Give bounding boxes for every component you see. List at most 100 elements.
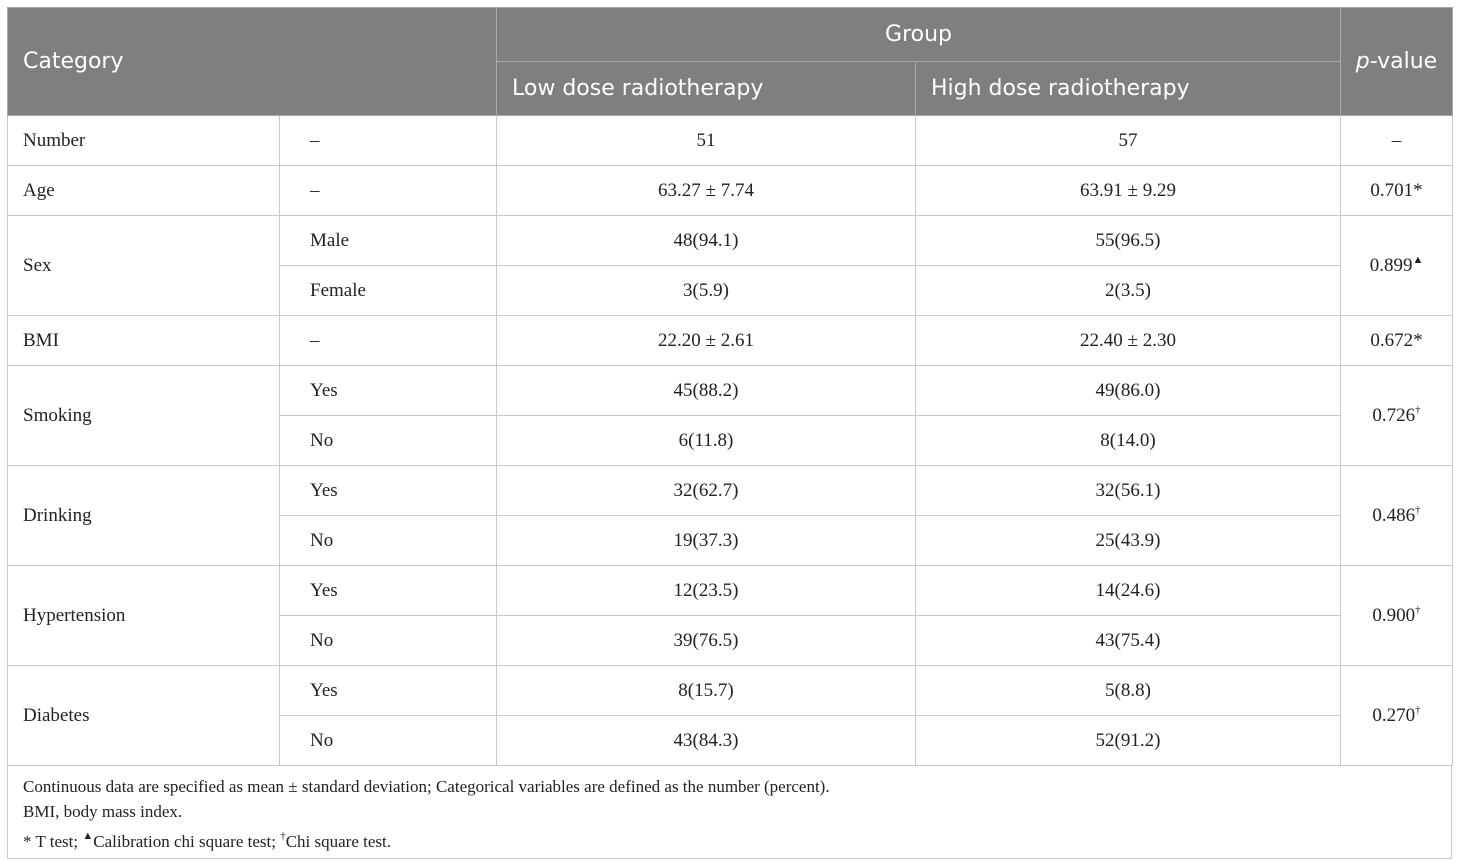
p-italic: p	[1355, 49, 1370, 74]
header-row: Low dose radiotherapy High dose radiother…	[8, 61, 1453, 116]
body-row: Age –63.27 ± 7.74 63.91 ± 9.29 0.701*	[7, 165, 1454, 216]
note-text: Chi square test.	[285, 832, 391, 851]
note-text: BMI, body mass index.	[23, 802, 183, 821]
subcategory-cell: Yes	[279, 365, 497, 416]
p-value-text: 0.672*	[1370, 329, 1423, 351]
body-row: Diabetes Yes 8(15.7) 5(8.8) 0.270†	[7, 665, 1454, 766]
table-header: Category Group p-value Low dose radiotherap…	[7, 7, 1454, 116]
p-value-cell: 0.899▲	[1340, 215, 1454, 316]
low-dose-cell: 19(37.3)	[496, 515, 916, 566]
p-value-cell: –	[1340, 115, 1454, 166]
data-table: Category Group p-value Low dose radiotherap…	[7, 7, 1454, 766]
low-dose-cell: 48(94.1)	[496, 215, 916, 266]
high-dose-cell: 8(14.0)	[914, 415, 1342, 466]
category-cell: Number	[7, 115, 280, 166]
p-value-text: 0.899	[1369, 255, 1413, 276]
high-dose-cell: 52(91.2)	[914, 715, 1342, 766]
table-body: Number –51 57– Age –63.27 ± 7.74 63.91 ± 9.29…	[7, 115, 1454, 766]
note-text: * T test;	[23, 832, 83, 851]
note-text: Continuous data are specified as mean ± …	[23, 777, 830, 796]
p-rest: -value	[1369, 49, 1438, 74]
low-dose-cell: 63.27 ± 7.74	[496, 165, 916, 216]
low-dose-cell: 32(62.7)	[496, 465, 916, 516]
low-dose-cell: 12(23.5)	[496, 565, 916, 616]
subcategory-cell: Yes	[279, 465, 497, 516]
body-row: Drinking Yes 32(62.7) 32(56.1) 0.486†	[7, 465, 1454, 566]
subcategory-cell: No	[279, 415, 497, 466]
category-header: Category	[7, 7, 497, 116]
p-value-mark: †	[1415, 504, 1421, 516]
high-dose-cell: 57	[914, 115, 1342, 166]
category-cell: Diabetes	[7, 665, 280, 766]
category-cell: Drinking	[7, 465, 280, 566]
body-row: Female 3(5.9) 2(3.5)	[8, 265, 1453, 316]
body-row: BMI –22.20 ± 2.61 22.40 ± 2.30 0.672*	[7, 315, 1454, 366]
note-line: * T test; ▲Calibration chi square test; …	[23, 824, 1436, 854]
body-row: Sex Male 48(94.1) 55(96.5) 0.899▲	[7, 215, 1454, 316]
p-value-cell: 0.701*	[1340, 165, 1454, 216]
subcategory-cell: –	[279, 315, 497, 366]
high-dose-cell: 2(3.5)	[914, 265, 1342, 316]
low-dose-cell: 3(5.9)	[496, 265, 916, 316]
high-dose-cell: 55(96.5)	[914, 215, 1342, 266]
p-value-cell: 0.726†	[1340, 365, 1454, 466]
category-cell: Hypertension	[7, 565, 280, 666]
category-cell: Sex	[7, 215, 280, 316]
table-wrapper: Category Group p-value Low dose radiotherap…	[7, 7, 1454, 859]
subcategory-cell: No	[279, 615, 497, 666]
low-dose-cell: 8(15.7)	[496, 665, 916, 716]
body-row: No 19(37.3) 25(43.9)	[8, 515, 1453, 566]
body-row: No 43(84.3) 52(91.2)	[8, 715, 1453, 766]
category-cell: Smoking	[7, 365, 280, 466]
subcategory-cell: Male	[279, 215, 497, 266]
subcategory-cell: Yes	[279, 665, 497, 716]
subcategory-cell: No	[279, 715, 497, 766]
subcategory-cell: –	[279, 165, 497, 216]
p-value-text: 0.701*	[1370, 179, 1423, 201]
high-dose-cell: 5(8.8)	[914, 665, 1342, 716]
subcategory-cell: Female	[279, 265, 497, 316]
p-value-mark: †	[1415, 404, 1421, 416]
low-dose-cell: 51	[496, 115, 916, 166]
high-dose-cell: 22.40 ± 2.30	[914, 315, 1342, 366]
p-value-cell: 0.270†	[1340, 665, 1454, 766]
p-value-header: p-value	[1340, 7, 1454, 116]
p-value-cell: 0.486†	[1340, 465, 1454, 566]
p-value-mark: †	[1415, 704, 1421, 716]
subcategory-cell: Yes	[279, 565, 497, 616]
group-name: High dose radiotherapy	[914, 61, 1342, 116]
high-dose-cell: 43(75.4)	[914, 615, 1342, 666]
table-notes: Continuous data are specified as mean ± …	[7, 766, 1452, 859]
group-name: Low dose radiotherapy	[496, 61, 916, 116]
high-dose-cell: 63.91 ± 9.29	[914, 165, 1342, 216]
high-dose-cell: 25(43.9)	[914, 515, 1342, 566]
p-value-text: 0.900	[1372, 605, 1416, 626]
note-text: Calibration chi square test;	[93, 832, 281, 851]
p-value-text: –	[1391, 129, 1402, 151]
p-value-mark: ▲	[1412, 254, 1424, 266]
high-dose-cell: 32(56.1)	[914, 465, 1342, 516]
note-mark: ▲	[82, 830, 94, 842]
p-value-cell: 0.900†	[1340, 565, 1454, 666]
body-row: Number –51 57–	[7, 115, 1454, 166]
body-row: Smoking Yes 45(88.2) 49(86.0) 0.726†	[7, 365, 1454, 466]
p-value-cell: 0.672*	[1340, 315, 1454, 366]
subcategory-cell: –	[279, 115, 497, 166]
note-line: BMI, body mass index.	[23, 799, 1436, 824]
p-value-text: 0.726	[1372, 405, 1416, 426]
p-value-mark: †	[1415, 604, 1421, 616]
body-row: No 6(11.8) 8(14.0)	[8, 415, 1453, 466]
low-dose-cell: 43(84.3)	[496, 715, 916, 766]
subcategory-cell: No	[279, 515, 497, 566]
body-row: Hypertension Yes 12(23.5) 14(24.6) 0.900†	[7, 565, 1454, 666]
p-value-text: 0.270	[1372, 705, 1416, 726]
body-row: No 39(76.5) 43(75.4)	[8, 615, 1453, 666]
low-dose-cell: 45(88.2)	[496, 365, 916, 416]
header-row: Category Group p-value	[7, 7, 1454, 116]
category-cell: Age	[7, 165, 280, 216]
low-dose-cell: 22.20 ± 2.61	[496, 315, 916, 366]
high-dose-cell: 14(24.6)	[914, 565, 1342, 616]
category-cell: BMI	[7, 315, 280, 366]
note-mark: †	[280, 830, 286, 842]
